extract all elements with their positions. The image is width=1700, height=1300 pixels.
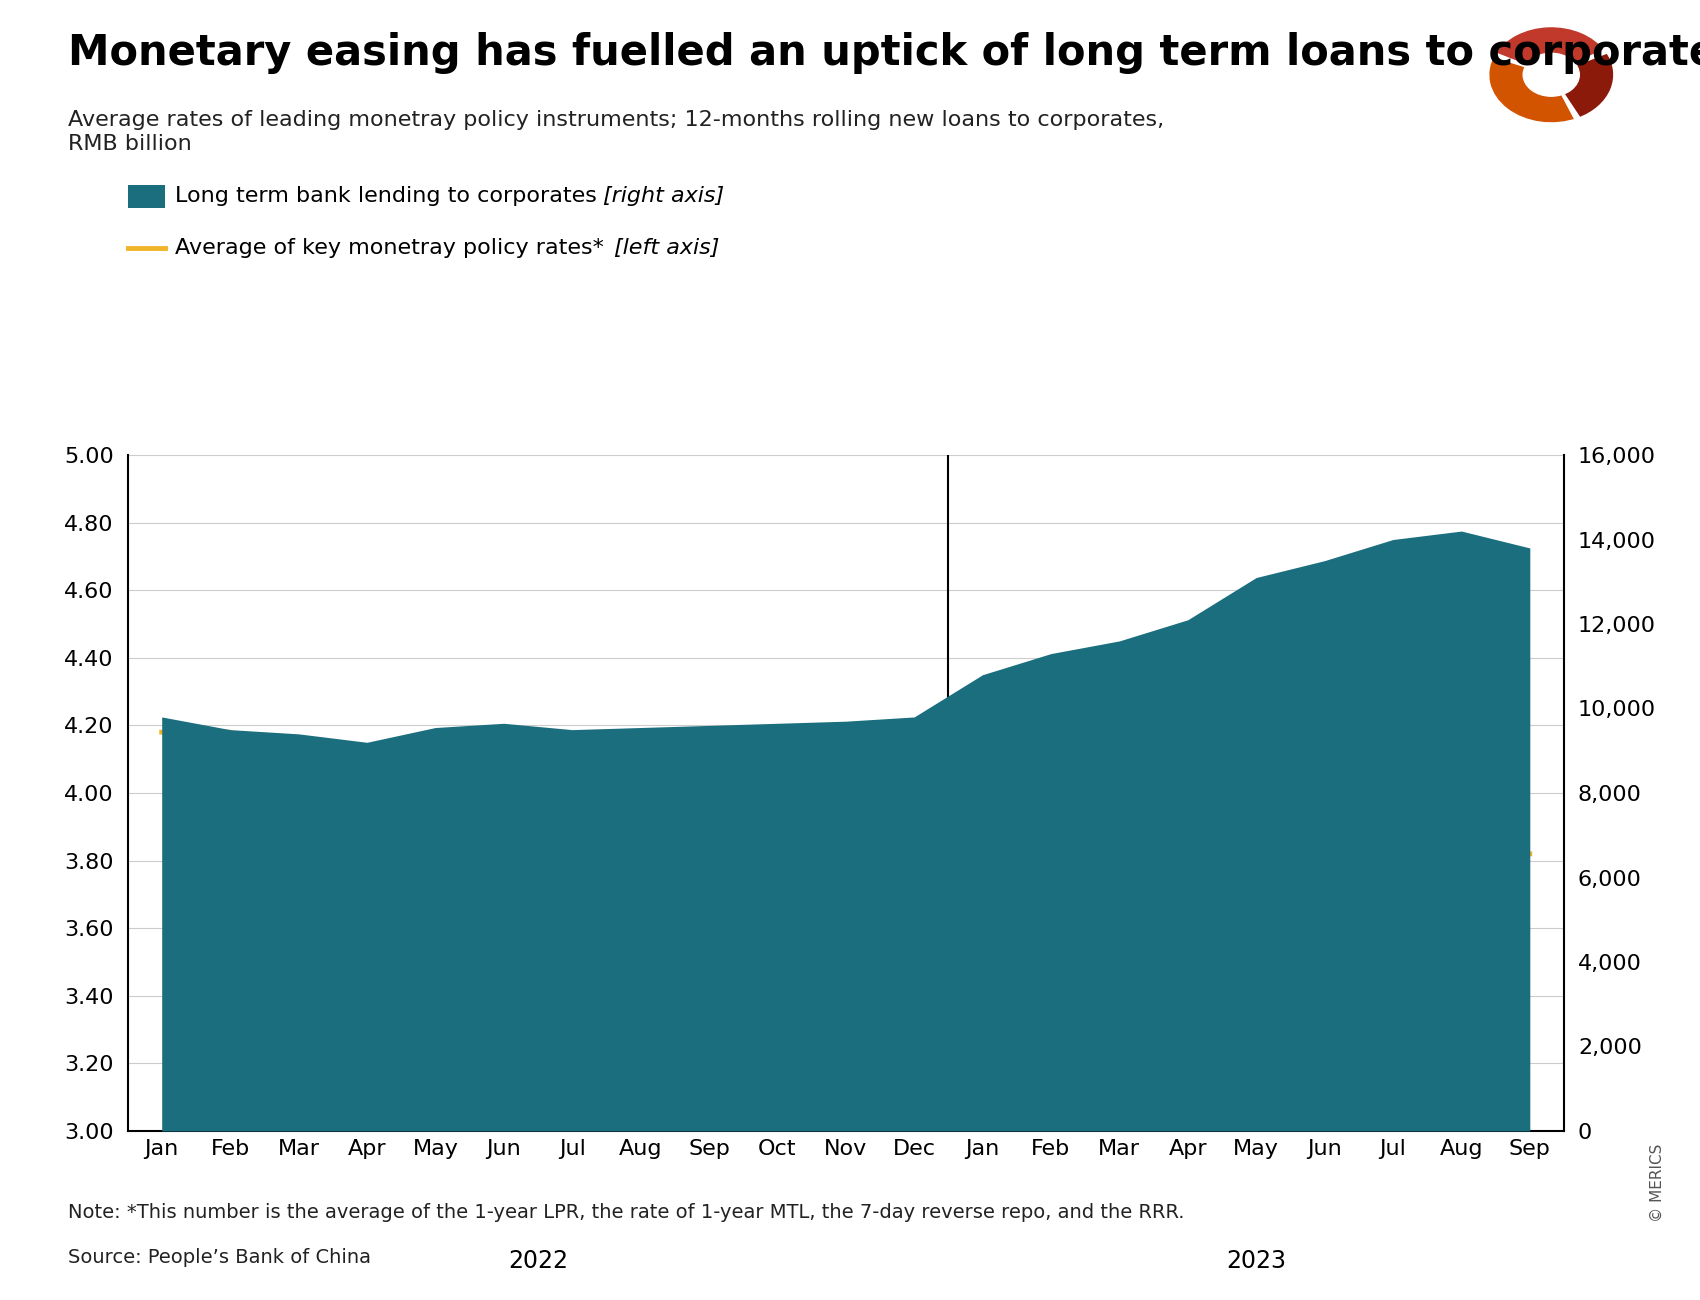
Wedge shape bbox=[1491, 55, 1578, 121]
Wedge shape bbox=[1550, 74, 1579, 120]
Text: [right axis]: [right axis] bbox=[604, 186, 724, 207]
Text: © MERICS: © MERICS bbox=[1651, 1144, 1664, 1222]
Text: 2023: 2023 bbox=[1226, 1249, 1287, 1273]
Text: Note: *This number is the average of the 1-year LPR, the rate of 1-year MTL, the: Note: *This number is the average of the… bbox=[68, 1202, 1185, 1222]
Wedge shape bbox=[1496, 29, 1605, 74]
Text: Average of key monetray policy rates*: Average of key monetray policy rates* bbox=[175, 238, 610, 259]
Text: Source: People’s Bank of China: Source: People’s Bank of China bbox=[68, 1248, 371, 1268]
Wedge shape bbox=[1550, 49, 1606, 74]
Text: Long term bank lending to corporates: Long term bank lending to corporates bbox=[175, 186, 604, 207]
Wedge shape bbox=[1493, 53, 1550, 74]
Circle shape bbox=[1523, 53, 1579, 96]
Wedge shape bbox=[1550, 51, 1612, 117]
Text: Average rates of leading monetray policy instruments; 12-months rolling new loan: Average rates of leading monetray policy… bbox=[68, 111, 1164, 153]
Text: [left axis]: [left axis] bbox=[614, 238, 719, 259]
Text: Monetary easing has fuelled an uptick of long term loans to corporates: Monetary easing has fuelled an uptick of… bbox=[68, 32, 1700, 74]
Circle shape bbox=[1489, 29, 1612, 121]
Text: 2022: 2022 bbox=[508, 1249, 568, 1273]
